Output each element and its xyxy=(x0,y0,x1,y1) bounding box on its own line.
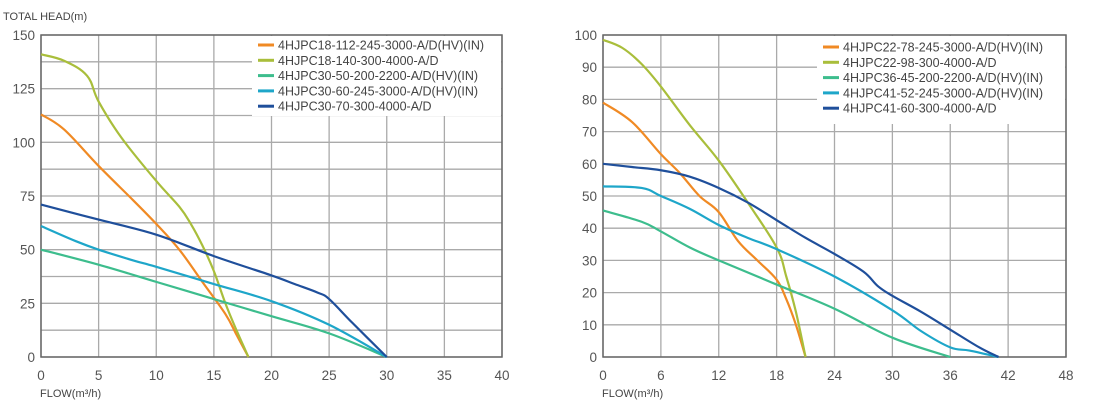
legend-label: 4HJPC30-70-300-4000-A/D xyxy=(278,100,432,114)
series-line-4 xyxy=(40,225,388,358)
legend: 4HJPC22-78-245-3000-A/D(HV)(IN)4HJPC22-9… xyxy=(817,36,1065,124)
x-tick-label: 6 xyxy=(657,368,665,383)
x-tick-label: 0 xyxy=(599,368,607,383)
legend-label: 4HJPC36-45-200-2200-A/D(HV)(IN) xyxy=(843,71,1043,85)
y-tick-label: 0 xyxy=(589,350,597,365)
x-tick-label: 30 xyxy=(379,368,394,383)
x-axis-label: FLOW(m³/h) xyxy=(40,388,101,400)
legend-label: 4HJPC41-52-245-3000-A/D(HV)(IN) xyxy=(843,86,1043,100)
series-line-5 xyxy=(602,162,999,358)
x-tick-label: 36 xyxy=(943,368,958,383)
legend-background xyxy=(252,36,501,116)
y-tick-label: 125 xyxy=(12,82,35,97)
y-tick-label: 40 xyxy=(582,221,597,236)
y-tick-label: 100 xyxy=(12,135,35,150)
plot-frame xyxy=(602,34,1067,358)
x-tick-label: 5 xyxy=(95,368,103,383)
legend-label: 4HJPC30-50-200-2200-A/D(HV)(IN) xyxy=(278,69,478,83)
legend-label: 4HJPC18-112-245-3000-A/D(HV)(IN) xyxy=(278,39,484,53)
x-tick-label: 24 xyxy=(827,368,843,383)
x-tick-label: 12 xyxy=(711,368,726,383)
x-tick-label: 15 xyxy=(206,368,221,383)
y-tick-label: 30 xyxy=(582,253,597,268)
chart-1: 0 5 10 15 20 25 30 35 40 0 25 50 75 100 125 150 TOTAL HE… xyxy=(3,11,510,400)
x-tick-label: 30 xyxy=(885,368,900,383)
x-tick-label: 48 xyxy=(1058,368,1073,383)
y-tick-label: 75 xyxy=(20,189,35,204)
x-axis-label: FLOW(m³/h) xyxy=(602,388,663,400)
series-line-3 xyxy=(602,209,951,359)
series-line-1 xyxy=(40,113,250,358)
y-tick-label: 70 xyxy=(582,125,597,140)
series-line-1 xyxy=(602,101,807,358)
chart-2: 0 6 12 18 24 30 36 42 48 0 10 20 30 40 50 60 70 80 90 100 FL… xyxy=(574,28,1073,400)
legend: 4HJPC18-112-245-3000-A/D(HV)(IN)4HJPC18-… xyxy=(252,36,501,116)
x-tick-label: 42 xyxy=(1001,368,1016,383)
x-tick-label: 35 xyxy=(437,368,452,383)
y-tick-label: 10 xyxy=(582,318,597,333)
y-tick-label: 25 xyxy=(20,296,35,311)
legend-label: 4HJPC41-60-300-4000-A/D xyxy=(843,102,997,116)
series-line-5 xyxy=(40,203,388,358)
y-axis-label: TOTAL HEAD(m) xyxy=(3,11,87,23)
series-line-2 xyxy=(40,53,250,358)
x-tick-label: 25 xyxy=(322,368,337,383)
x-tick-label: 0 xyxy=(37,368,45,383)
x-tick-label: 40 xyxy=(494,368,509,383)
series-line-2 xyxy=(602,38,807,358)
y-tick-label: 20 xyxy=(582,286,597,301)
series-line-4 xyxy=(602,185,999,359)
series-line-3 xyxy=(40,248,388,359)
y-tick-label: 90 xyxy=(582,60,597,75)
y-tick-label: 50 xyxy=(20,243,35,258)
legend-label: 4HJPC22-98-300-4000-A/D xyxy=(843,56,997,70)
y-tick-label: 150 xyxy=(12,28,35,43)
plot-frame xyxy=(40,34,503,358)
x-tick-label: 18 xyxy=(769,368,784,383)
legend-label: 4HJPC22-78-245-3000-A/D(HV)(IN) xyxy=(843,41,1043,55)
y-tick-label: 50 xyxy=(582,189,597,204)
y-tick-label: 60 xyxy=(582,157,597,172)
y-tick-label: 0 xyxy=(27,350,35,365)
x-tick-label: 10 xyxy=(149,368,164,383)
legend-label: 4HJPC18-140-300-4000-A/D xyxy=(278,54,439,68)
y-tick-label: 100 xyxy=(574,28,597,43)
legend-background xyxy=(817,36,1065,124)
x-tick-label: 20 xyxy=(264,368,279,383)
y-tick-label: 80 xyxy=(582,92,597,107)
legend-label: 4HJPC30-60-245-3000-A/D(HV)(IN) xyxy=(278,84,478,98)
